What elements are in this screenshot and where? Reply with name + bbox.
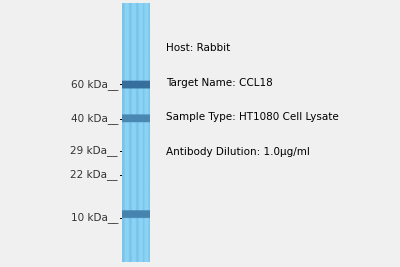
Text: 10 kDa__: 10 kDa__ [71,212,118,223]
Text: 40 kDa__: 40 kDa__ [71,113,118,124]
Text: 29 kDa__: 29 kDa__ [70,146,118,156]
Text: Host: Rabbit: Host: Rabbit [166,43,230,53]
Text: Sample Type: HT1080 Cell Lysate: Sample Type: HT1080 Cell Lysate [166,112,339,123]
Text: 22 kDa__: 22 kDa__ [70,170,118,180]
Text: Target Name: CCL18: Target Name: CCL18 [166,78,273,88]
Text: Antibody Dilution: 1.0µg/ml: Antibody Dilution: 1.0µg/ml [166,147,310,157]
Text: 60 kDa__: 60 kDa__ [71,79,118,89]
